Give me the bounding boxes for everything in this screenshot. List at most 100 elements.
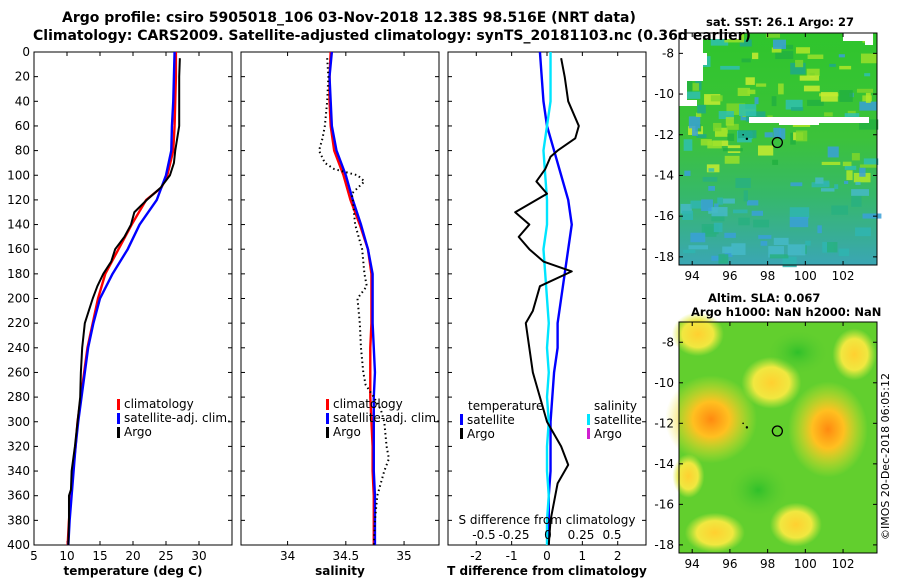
sst-pixel [741,58,751,63]
lat-tick-label: -8 [662,335,674,349]
sst-pixel [824,112,833,117]
sst-map: -8 -10 -12 -14 -16 -18 94 96 98 100 102 [654,32,882,283]
legend-label: satellite [594,413,642,427]
y-tick-label: 340 [7,464,30,478]
x-tick-label: 0 [543,549,551,563]
sst-pixel [739,39,752,47]
map-frame [678,321,878,554]
sst-pixel [725,117,734,126]
sst-pixel [717,197,723,205]
sst-pixel [865,92,871,103]
sst-pixel [737,87,751,96]
sst-pixel [803,85,820,92]
lat-tick-label: -18 [654,538,674,552]
lat-tick-label: -16 [654,497,674,511]
y-tick-label: 260 [7,365,30,379]
sst-pixel [775,50,794,60]
sst-cloud-gap [699,53,707,65]
sst-pixel [752,52,759,60]
series-line-salinity-satellite [542,52,552,545]
sst-pixel [745,77,755,85]
argo-track-dot [742,422,744,425]
sst-pixel [718,254,729,264]
sla-anomaly-blob [832,328,877,381]
x2-tick-label: 0 [544,528,552,542]
sst-pixel [829,63,836,67]
sst-pixel [722,246,732,254]
sst-pixel [713,222,723,233]
sst-pixel [842,161,852,167]
sst-pixel [690,232,706,243]
plot-frame [33,51,233,546]
x-axis-label: temperature (deg C) [64,564,203,578]
sst-pixel [771,96,777,107]
sst-pixel [790,62,806,75]
sst-pixel [690,200,702,209]
sla-anomaly-blob [684,512,745,553]
sst-pixel [834,184,839,190]
sst-pixel [856,88,874,93]
sst-pixel [787,244,806,256]
sst-pixel [820,188,835,192]
sst-pixel [764,132,773,138]
legend-title-temperature: temperature [468,399,543,413]
legend-swatch [117,427,120,438]
x-tick-label: 35 [396,549,411,563]
sst-cloud-gap [779,119,819,125]
sst-pixel [680,203,692,214]
sst-pixel [692,83,699,91]
sst-pixel [769,254,789,259]
y-tick-label: 200 [7,292,30,306]
lon-tick-label: 100 [794,269,817,283]
legend-label: climatology [124,397,194,411]
lat-tick-label: -12 [654,416,674,430]
sst-pixel [859,167,866,177]
sla-anomaly-blob [665,375,758,464]
series-line-temperature-satellite [538,51,573,545]
sst-pixel [711,255,723,261]
sst-pixel [766,33,781,38]
sst-pixel [718,111,734,120]
sla-map-title-line1: Altim. SLA: 0.067 [708,291,821,305]
lon-tick-label: 96 [722,557,737,571]
sst-pixel [846,170,853,181]
sst-pixel [692,127,698,136]
sst-pixel [820,91,838,102]
sst-pixel [807,54,824,59]
sst-pixel [811,182,830,188]
sst-pixel [862,213,882,219]
sst-pixel [806,68,820,77]
sla-anomaly-blob [728,464,789,517]
sst-pixel [844,180,849,185]
sst-pixel [790,132,796,145]
sst-pixel [790,182,803,187]
legend-swatch [326,399,329,410]
argo-track-dot [742,133,744,136]
lat-tick-label: -16 [654,209,674,223]
sst-pixel [710,95,723,102]
x-tick-label: 34 [280,549,295,563]
x-tick-label: -1 [506,549,518,563]
sst-map-title: sat. SST: 26.1 Argo: 27 [706,15,855,29]
legend-swatch [117,399,120,410]
argo-position-marker [771,136,784,149]
lat-tick-label: -10 [654,87,674,101]
legend-swatch [326,427,329,438]
sst-pixel [700,139,712,146]
sst-pixel [695,112,702,117]
sst-pixel [753,219,770,228]
legend-swatch [587,428,590,439]
copyright-stamp: ©IMOS 20-Dec-2018 06:05:12 [879,373,892,540]
legend-label: Argo [124,425,152,439]
y-tick-label: 180 [7,267,30,281]
sst-pixel [697,104,706,114]
y-tick-label: 140 [7,218,30,232]
sst-pixel [754,97,759,105]
sst-pixel [815,177,824,184]
plot-title-line2: Climatology: CARS2009. Satellite-adjuste… [33,28,751,44]
sst-pixel [851,189,870,196]
series-line-satellite-adj-clim- [67,51,176,546]
sst-pixel [782,256,797,268]
sst-pixel [859,164,878,168]
legend-swatch [326,413,329,424]
